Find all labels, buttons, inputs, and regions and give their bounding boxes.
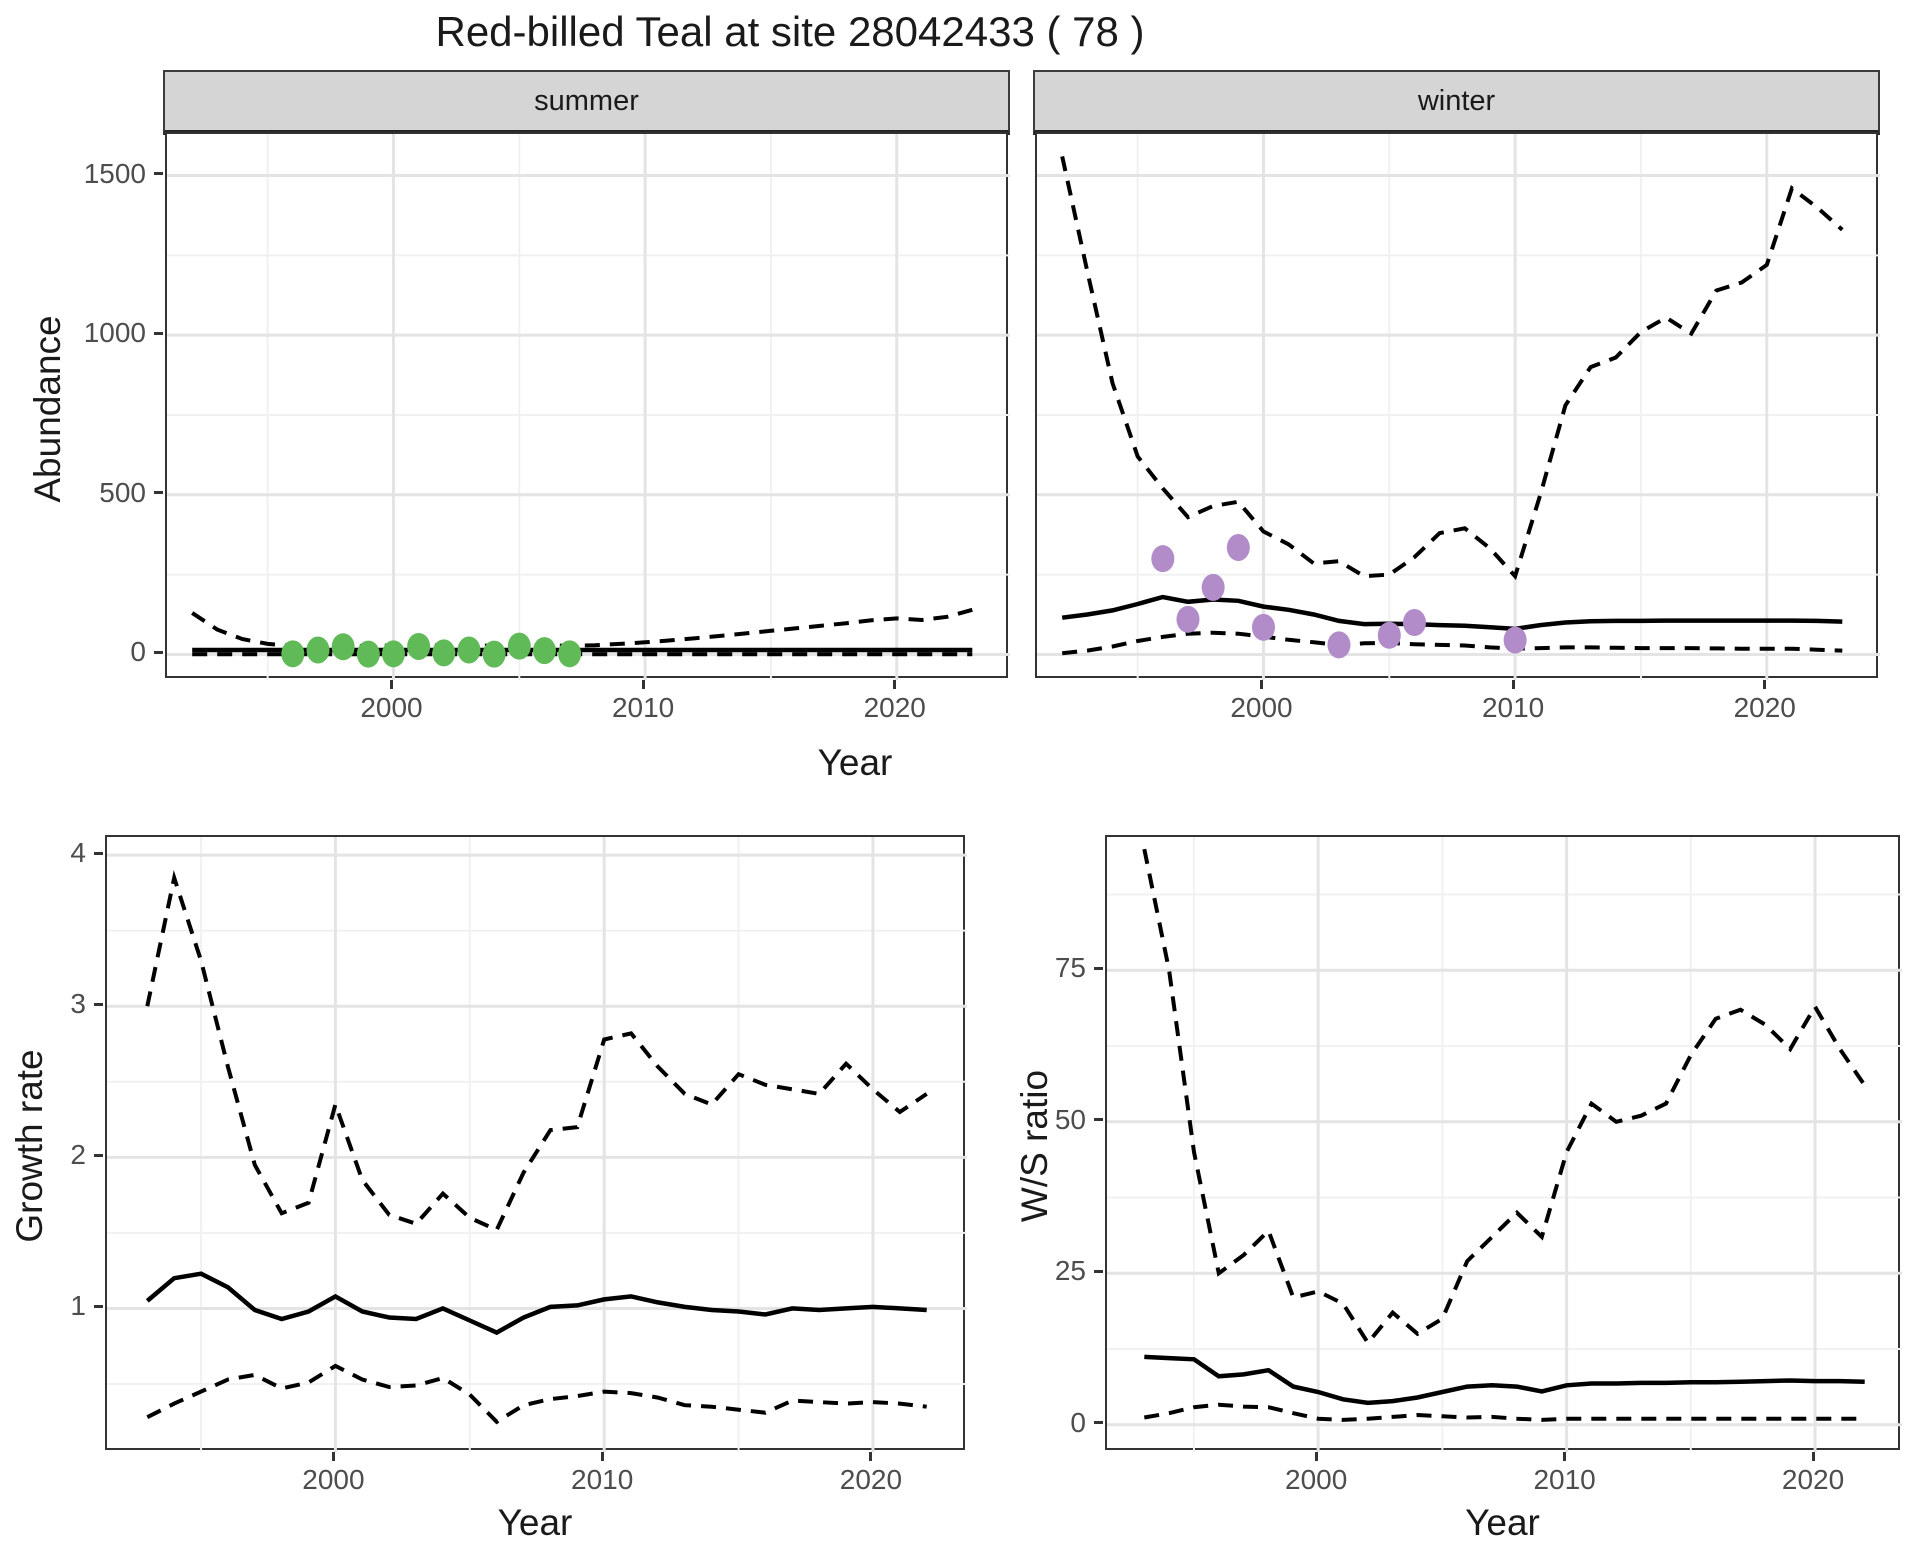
x-tick-label: 2020 [863,692,926,723]
x-tick-mark [331,1452,335,1461]
x-tick-mark [1811,1452,1815,1461]
observed-point [532,637,556,665]
observed-point [507,632,531,660]
x-tick-label: 2000 [360,692,423,723]
x-tick-mark [1314,1452,1318,1461]
y-tick-mark [94,1002,103,1006]
panel-growth-rate [105,835,967,1452]
y-tick-label: 1 [70,1290,86,1322]
y-tick-label: 50 [1054,1103,1086,1135]
y-tick-mark [1094,1421,1103,1425]
y-tick-mark [1094,966,1103,970]
x-tick-label: 2000 [302,1464,365,1495]
facet-strip-winter-label: winter [1417,84,1496,117]
plot-area [1037,134,1880,680]
plot-area [167,134,1010,680]
chart-title: Red-billed Teal at site 28042433 ( 78 ) [435,8,1145,55]
observed-point [1377,621,1401,649]
series-upper_95ci [1060,155,1844,581]
x-tick-label: 2020 [1781,1464,1845,1495]
observed-point [331,633,355,661]
y-tick-label: 3 [70,988,86,1020]
x-axis-title-year-growth: Year [497,1502,573,1543]
panel-abundance-winter [1035,132,1880,680]
y-tick-label: 4 [70,837,86,869]
x-tick-mark [389,680,393,689]
series-modelled_mean [1061,594,1843,632]
observed-point [482,640,506,668]
y-tick-mark [154,331,163,335]
x-tick-mark [1511,680,1515,689]
x-tick-mark [600,1452,604,1461]
observed-point [1503,626,1527,654]
panel-ws-ratio [1105,835,1902,1452]
y-tick-mark [1094,1118,1103,1122]
x-tick-mark [1259,680,1263,689]
observed-point [1176,605,1200,633]
series-lower_95ci [1061,630,1843,656]
plot-area [1107,837,1902,1452]
x-tick-label: 2020 [1733,692,1796,723]
plot-area [107,837,967,1452]
observed-point [1251,613,1275,641]
x-tick-label: 2010 [571,1464,634,1495]
x-tick-mark [869,1452,873,1461]
x-tick-label: 2010 [611,692,675,723]
series-modelled_mean [145,1271,927,1336]
observed-point [1402,609,1426,637]
facet-strip-summer: summer [163,70,1010,135]
y-axis-title-ws-ratio: W/S ratio [1014,1069,1055,1223]
observed-point [1201,573,1225,601]
x-axis-title-year-top: Year [817,742,893,783]
series-upper_95ci [191,607,973,649]
observed-point [407,632,431,660]
series-lower_95ci [146,1363,927,1425]
observed-point [1151,545,1175,573]
y-tick-mark [94,1153,103,1157]
y-tick-label: 1000 [83,317,146,349]
observed-point [1226,533,1250,561]
series-lower_95ci [1143,1402,1865,1422]
x-axis-title-year-ws: Year [1465,1502,1540,1543]
series-modelled_mean [1144,1354,1865,1406]
x-tick-mark [893,680,897,689]
y-tick-mark [94,851,103,855]
series-upper_95ci [145,870,928,1233]
y-tick-label: 75 [1054,952,1086,984]
y-tick-mark [154,491,163,495]
observed-point [432,639,456,667]
y-tick-label: 0 [1070,1406,1086,1438]
x-tick-label: 2020 [839,1464,903,1495]
observed-point [356,640,380,668]
panel-abundance-summer [165,132,1010,680]
observed-point [1327,631,1351,659]
y-tick-label: 1500 [83,157,146,189]
y-tick-label: 2 [70,1139,86,1171]
y-tick-mark [154,650,163,654]
observed-point [381,640,405,668]
facet-strip-winter: winter [1033,70,1880,135]
y-tick-label: 0 [130,636,146,668]
x-tick-mark [1563,1452,1567,1461]
y-tick-mark [154,172,163,175]
observed-point [306,636,330,664]
y-tick-mark [1094,1269,1103,1273]
observed-point [281,640,305,668]
x-tick-label: 2000 [1285,1464,1348,1495]
y-tick-label: 500 [99,476,146,508]
x-tick-mark [1763,680,1767,689]
observed-point [457,636,481,664]
x-tick-mark [641,680,645,689]
observed-point [558,640,582,668]
series-upper_95ci [1142,848,1867,1347]
y-tick-label: 25 [1054,1255,1086,1287]
x-tick-label: 2000 [1230,692,1293,723]
x-tick-label: 2010 [1481,692,1545,723]
x-tick-label: 2010 [1533,1464,1596,1495]
y-tick-mark [94,1304,103,1308]
facet-strip-summer-label: summer [534,84,639,117]
